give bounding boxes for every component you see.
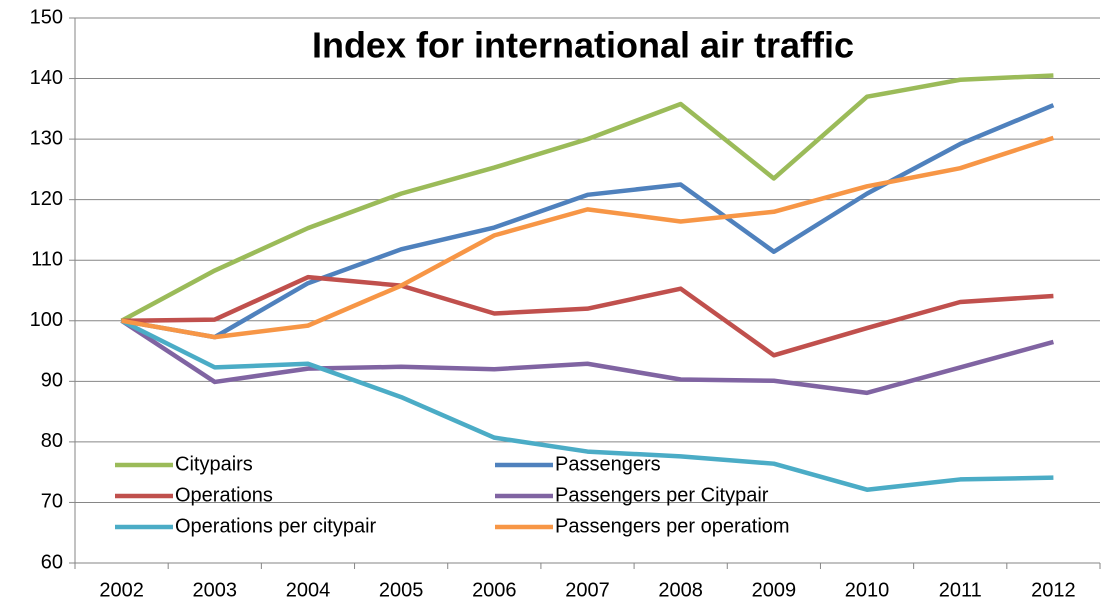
series-line bbox=[121, 135, 1055, 340]
y-tick-label: 70 bbox=[41, 491, 63, 513]
series-line bbox=[120, 73, 1054, 323]
x-tick-label: 2003 bbox=[193, 579, 238, 601]
y-tick-label: 110 bbox=[31, 249, 63, 271]
legend-label: Citypairs bbox=[175, 453, 253, 475]
legend-label: Passengers per Citypair bbox=[555, 484, 769, 506]
series-line bbox=[120, 318, 1054, 492]
y-tick-label: 100 bbox=[30, 309, 63, 331]
legend-label: Operations bbox=[175, 484, 273, 506]
y-tick-label: 80 bbox=[41, 430, 63, 452]
x-tick-label: 2008 bbox=[658, 579, 703, 601]
x-tick-label: 2005 bbox=[379, 579, 424, 601]
series-line bbox=[121, 103, 1055, 340]
y-tick-label: 120 bbox=[30, 188, 63, 210]
x-tick-label: 2010 bbox=[845, 579, 890, 601]
legend-label: Passengers bbox=[555, 453, 661, 475]
y-tick-label: 130 bbox=[30, 127, 63, 149]
x-tick-label: 2002 bbox=[99, 579, 144, 601]
legend-label: Operations per citypair bbox=[175, 515, 377, 537]
x-tick-label: 2007 bbox=[565, 579, 610, 601]
x-tick-label: 2006 bbox=[472, 579, 517, 601]
y-tick-label: 150 bbox=[30, 6, 63, 28]
series-line bbox=[121, 274, 1054, 358]
x-tick-label: 2012 bbox=[1031, 579, 1076, 601]
x-tick-label: 2009 bbox=[752, 579, 797, 601]
legend-label: Passengers per operatiom bbox=[555, 515, 790, 537]
x-tick-label: 2011 bbox=[939, 579, 982, 601]
series-line bbox=[120, 318, 1055, 396]
x-tick-label: 2004 bbox=[286, 579, 331, 601]
y-tick-label: 90 bbox=[41, 370, 63, 392]
y-tick-label: 60 bbox=[41, 551, 63, 573]
chart-title: Index for international air traffic bbox=[312, 25, 854, 66]
y-tick-label: 140 bbox=[30, 67, 63, 89]
